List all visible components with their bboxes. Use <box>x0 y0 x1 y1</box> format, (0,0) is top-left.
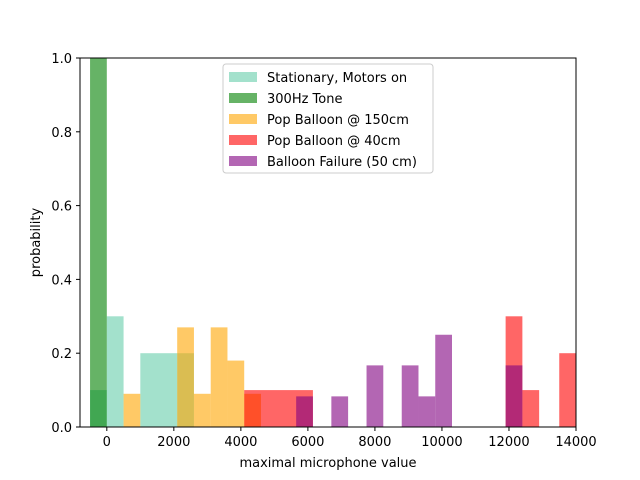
x-tick-label: 10000 <box>421 435 462 450</box>
plot-frame <box>79 57 577 428</box>
legend-swatch <box>229 93 257 103</box>
x-tick-label: 6000 <box>291 435 324 450</box>
bar-series-3-bin-2 <box>522 390 540 427</box>
bar-series-0-bin-2 <box>140 353 178 427</box>
bar-series-2-bin-2 <box>193 393 211 427</box>
y-tick-label: 1.0 <box>51 52 72 67</box>
bar-series-4-bin-1 <box>331 396 349 427</box>
x-tick-label: 14000 <box>555 435 596 450</box>
y-tick-label: 0.2 <box>51 347 72 362</box>
legend: Stationary, Motors on 300Hz Tone Pop Ballo… <box>222 63 434 174</box>
legend-box <box>222 63 434 174</box>
bar-series-4-bin-5 <box>435 334 452 427</box>
legend-swatch <box>229 156 257 166</box>
y-tick-label: 0.4 <box>51 273 72 288</box>
x-tick-label: 8000 <box>358 435 391 450</box>
legend-swatch <box>229 72 257 82</box>
legend-label: Pop Balloon @ 150cm <box>267 113 409 128</box>
bar-series-2-bin-3 <box>210 327 228 427</box>
x-axis: 0 2000 4000 6000 8000 10000 12000 14000 <box>103 427 597 450</box>
x-axis-label: maximal microphone value <box>239 456 416 471</box>
legend-label: Stationary, Motors on <box>267 71 407 86</box>
y-axis: 0.0 0.2 0.4 0.6 0.8 1.0 <box>51 52 80 436</box>
bar-series-4-bin-6 <box>505 365 523 427</box>
bar-series-0-bin-1 <box>106 316 124 427</box>
x-tick-label: 2000 <box>157 435 190 450</box>
legend-label: Pop Balloon @ 40cm <box>267 134 401 149</box>
bar-series-4-bin-2 <box>366 365 384 427</box>
x-tick-label: 12000 <box>488 435 529 450</box>
bar-series-3-bin-3 <box>559 353 576 427</box>
y-tick-label: 0.0 <box>51 421 72 436</box>
bar-series-1-bin-0 <box>90 58 107 427</box>
bar-series-2-bin-4 <box>227 360 245 427</box>
y-tick-label: 0.6 <box>51 200 72 215</box>
legend-label: 300Hz Tone <box>267 92 342 107</box>
legend-swatch <box>229 114 257 124</box>
bar-series-4-bin-3 <box>401 365 419 427</box>
x-tick-label: 0 <box>103 435 111 450</box>
bar-series-4-bin-0 <box>296 396 313 427</box>
bar-series-4-bin-4 <box>418 396 436 427</box>
y-axis-label: probability <box>29 208 44 278</box>
bar-series-2-bin-1 <box>177 327 194 427</box>
legend-swatch <box>229 135 257 145</box>
bar-series-2-bin-0 <box>123 393 141 427</box>
legend-label: Balloon Failure (50 cm) <box>267 155 417 170</box>
x-tick-label: 4000 <box>224 435 257 450</box>
y-tick-label: 0.8 <box>51 126 72 141</box>
bars-layer <box>90 58 576 427</box>
